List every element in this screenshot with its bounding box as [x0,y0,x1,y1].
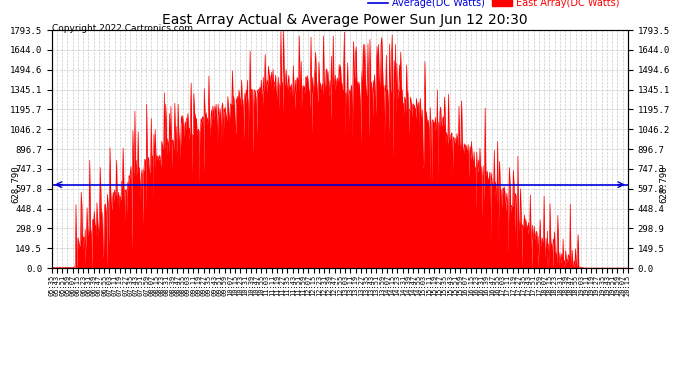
Text: 628.790: 628.790 [12,166,21,204]
Text: 628.790: 628.790 [659,166,668,204]
Text: Copyright 2022 Cartronics.com: Copyright 2022 Cartronics.com [52,24,193,33]
Text: East Array Actual & Average Power Sun Jun 12 20:30: East Array Actual & Average Power Sun Ju… [162,13,528,27]
Legend: Average(DC Watts), East Array(DC Watts): Average(DC Watts), East Array(DC Watts) [364,0,623,12]
